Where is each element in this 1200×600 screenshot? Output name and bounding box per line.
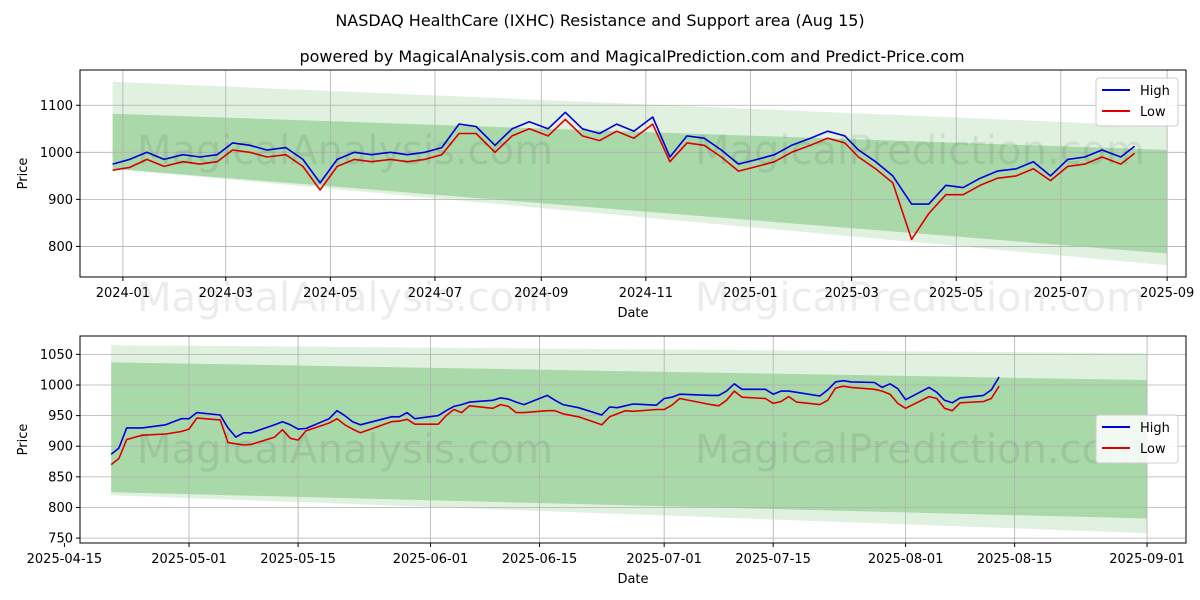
y-tick-label: 800 [48,501,73,516]
support-resistance-band-0 [112,81,1168,266]
legend-label-low: Low [1140,442,1166,457]
x-tick-label: 2025-06-15 [502,552,578,567]
x-tick-label: 2025-06-01 [393,552,469,567]
y-tick-label: 1000 [40,146,73,161]
x-tick-label: 2024-03 [199,286,253,301]
legend-label-high: High [1140,84,1170,99]
x-tick-label: 2025-04-15 [27,552,103,567]
x-tick-label: 2025-07-15 [735,552,811,567]
watermark-text: MagicalAnalysis.com [137,128,553,174]
watermark-text: MagicalPrediction.com [695,427,1145,473]
support-resistance-band-1 [112,113,1168,254]
top-panel: MagicalAnalysis.com MagicalPrediction.com… [16,69,1194,321]
support-resistance-band-0 [111,345,1148,534]
x-tick-label: 2025-05-15 [260,552,336,567]
x-tick-label: 2024-11 [619,286,673,301]
y-tick-label: 1050 [40,348,73,363]
x-tick-label: 2025-01 [723,286,777,301]
support-resistance-band-1 [111,362,1148,519]
series-line-high [112,111,1136,205]
series-line-low [112,118,1136,241]
x-tick-label: 2025-08-01 [868,552,944,567]
y-tick-label: 950 [48,409,73,424]
chart-subtitle: powered by MagicalAnalysis.com and Magic… [299,47,964,66]
y-axis-label: Price [16,424,31,456]
x-tick-label: 2024-09 [514,286,568,301]
legend-label-high: High [1140,421,1170,436]
y-tick-label: 800 [48,240,73,255]
watermark-text: MagicalPrediction.com [695,275,1145,321]
x-tick-label: 2024-05 [303,286,357,301]
x-tick-label: 2025-09-01 [1109,552,1185,567]
chart-title: NASDAQ HealthCare (IXHC) Resistance and … [335,11,864,30]
x-tick-label: 2025-07 [1034,286,1088,301]
legend-label-low: Low [1140,105,1166,120]
y-tick-label: 900 [48,440,73,455]
plot-frame [79,69,1187,278]
watermark-text: MagicalAnalysis.com [137,275,553,321]
x-axis-label: Date [617,572,648,587]
x-tick-label: 2025-05 [929,286,983,301]
plot-frame [79,335,1187,544]
plot-area [80,70,1186,277]
plot-area [80,336,1186,543]
y-axis-label: Price [16,158,31,190]
watermark-text: MagicalPrediction.com [695,128,1145,174]
x-tick-label: 2025-08-15 [977,552,1053,567]
x-axis-label: Date [617,306,648,321]
y-tick-label: 1100 [40,99,73,114]
x-tick-label: 2024-07 [408,286,462,301]
y-tick-label: 750 [48,532,73,547]
bottom-panel: MagicalAnalysis.com MagicalPrediction.com… [16,335,1187,587]
watermark-text: MagicalAnalysis.com [137,427,553,473]
series-line-low [110,385,1000,466]
x-tick-label: 2025-07-01 [626,552,702,567]
x-tick-label: 2025-05-01 [151,552,227,567]
series-line-high [110,376,1000,455]
legend: High Low [1095,77,1179,127]
y-tick-label: 900 [48,193,73,208]
x-tick-label: 2025-03 [824,286,878,301]
x-tick-label: 2024-01 [96,286,150,301]
x-tick-label: 2025-09 [1140,286,1194,301]
y-tick-label: 850 [48,470,73,485]
legend: High Low [1095,414,1179,464]
y-tick-label: 1000 [40,378,73,393]
